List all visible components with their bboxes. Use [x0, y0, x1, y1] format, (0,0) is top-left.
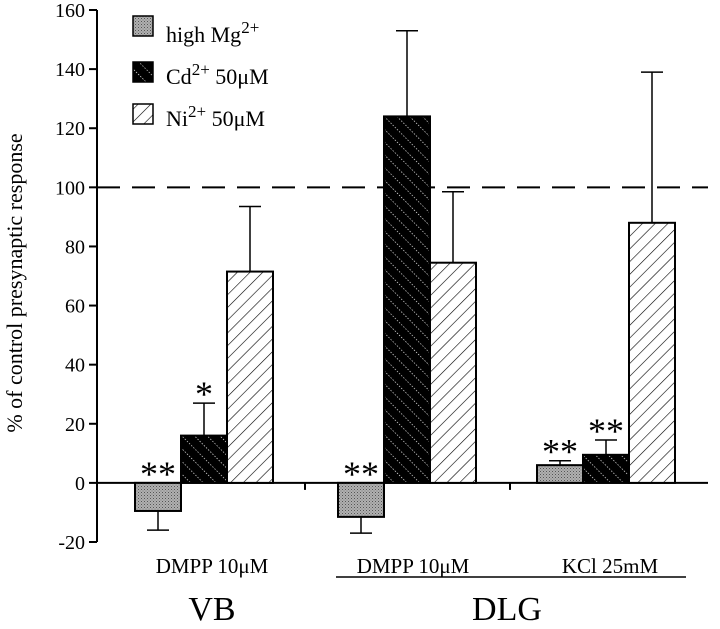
group-label-1: DMPP 10μM [357, 554, 470, 578]
y-tick-label: 100 [55, 177, 85, 199]
group-label-0: DMPP 10μM [156, 554, 269, 578]
group-labels: DMPP 10μM DMPP 10μM KCl 25mM [156, 554, 686, 578]
bar-group1-cd [383, 115, 431, 484]
legend-swatch-mg [132, 15, 154, 37]
significance-marks: ********* [140, 374, 624, 494]
significance-group1-mg: ** [343, 454, 379, 494]
legend-entry-mg: high Mg2+ [132, 15, 259, 47]
bar-group0-ni [226, 270, 274, 484]
legend-label-mg: high Mg2+ [166, 18, 259, 47]
error-bars [147, 29, 663, 534]
y-tick-label: 160 [55, 0, 85, 22]
significance-group0-mg: ** [140, 454, 176, 494]
bar-group1-ni [429, 261, 477, 484]
legend: high Mg2+ Cd2+ 50μM Ni2+ 50μM [132, 15, 269, 131]
region-label-dlg: DLG [472, 591, 542, 628]
y-tick-label: 120 [55, 118, 85, 140]
y-tick-label: 80 [65, 236, 85, 258]
bar-group0-mg [134, 481, 182, 512]
y-axis-title: % of control presynaptic response [2, 133, 27, 432]
significance-group2-mg: ** [542, 432, 578, 472]
group-label-2: KCl 25mM [562, 554, 659, 578]
y-ticks: -20 0 20 40 60 80 100 120 140 160 [55, 0, 97, 554]
y-tick-label: 20 [65, 414, 85, 436]
legend-entry-cd: Cd2+ 50μM [132, 60, 269, 89]
y-tick-label: -20 [58, 532, 85, 554]
legend-swatch-cd [132, 61, 154, 83]
significance-group0-cd: * [195, 374, 213, 414]
legend-swatch-ni [132, 103, 154, 125]
y-tick-label: 140 [55, 59, 85, 81]
region-label-vb: VB [188, 591, 235, 628]
bar-group2-cd [582, 453, 630, 484]
y-tick-label: 0 [75, 473, 85, 495]
y-tick-label: 40 [65, 355, 85, 377]
bar-group0-cd [180, 434, 228, 484]
y-tick-label: 60 [65, 296, 85, 318]
legend-label-ni: Ni2+ 50μM [166, 102, 265, 131]
legend-entry-ni: Ni2+ 50μM [132, 102, 265, 131]
bar-group1-mg [337, 481, 385, 518]
significance-group2-cd: ** [588, 411, 624, 451]
legend-label-cd: Cd2+ 50μM [166, 60, 269, 89]
bar-group2-ni [628, 221, 676, 484]
bars [134, 115, 676, 518]
